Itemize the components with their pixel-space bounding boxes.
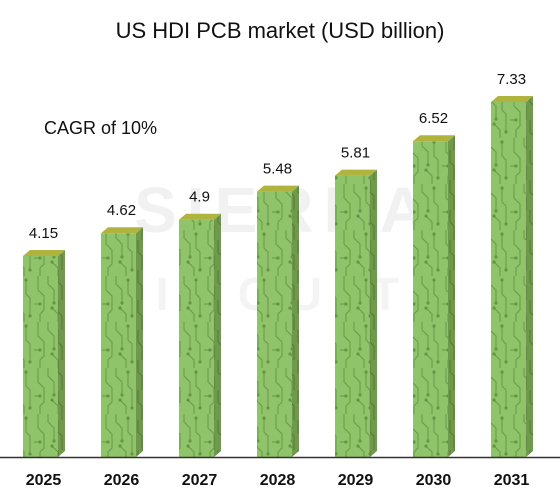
bar-side-face: [526, 96, 533, 457]
x-tick-label-2029: 2029: [338, 472, 374, 489]
bar-top-face: [491, 96, 533, 102]
bar-top-face: [335, 169, 377, 176]
value-label-2028: 5.48: [263, 161, 292, 178]
value-label-2027: 4.9: [189, 189, 210, 206]
bar-2031: [491, 96, 533, 457]
value-label-2029: 5.81: [341, 145, 370, 162]
chart-title: US HDI PCB market (USD billion): [116, 18, 445, 43]
bar-front-face: [179, 219, 214, 457]
x-tick-label-2027: 2027: [182, 472, 218, 489]
x-tick-label-2028: 2028: [260, 472, 296, 489]
bar-top-face: [23, 250, 65, 257]
bar-side-face: [448, 135, 455, 458]
bar-front-face: [101, 233, 136, 457]
bar-top-face: [257, 185, 299, 192]
bar-side-face: [214, 213, 221, 457]
x-axis-ticks: 2025 2026 2027 2028 2029 2030 2031: [26, 472, 530, 489]
bar-2026: [101, 227, 143, 457]
bar-top-face: [179, 213, 221, 220]
bar-side-face: [58, 250, 65, 457]
value-labels-layer: 4.15 4.62 4.9 5.48 5.81 6.52 7.33: [29, 71, 526, 242]
bar-top-face: [101, 227, 143, 234]
x-tick-label-2026: 2026: [104, 472, 140, 489]
bar-front-face: [23, 256, 58, 457]
bar-front-face: [491, 102, 526, 457]
value-label-2025: 4.15: [29, 225, 58, 242]
bars-layer: [23, 96, 533, 458]
cagr-annotation: CAGR of 10%: [44, 118, 157, 138]
bar-2030: [413, 135, 455, 458]
bar-side-face: [292, 185, 299, 458]
x-tick-label-2025: 2025: [26, 472, 62, 489]
bar-top-face: [413, 135, 455, 142]
bar-2025: [23, 250, 65, 457]
bar-2028: [257, 185, 299, 458]
value-label-2030: 6.52: [419, 110, 448, 127]
value-label-2026: 4.62: [107, 202, 136, 219]
bar-front-face: [335, 175, 370, 457]
bar-side-face: [370, 169, 377, 457]
bar-2029: [335, 169, 377, 457]
x-tick-label-2031: 2031: [494, 472, 530, 489]
value-label-2031: 7.33: [497, 71, 526, 88]
bar-front-face: [413, 141, 448, 458]
bar-side-face: [136, 227, 143, 457]
x-tick-label-2030: 2030: [416, 472, 452, 489]
bar-front-face: [257, 191, 292, 458]
bar-2027: [179, 213, 221, 457]
